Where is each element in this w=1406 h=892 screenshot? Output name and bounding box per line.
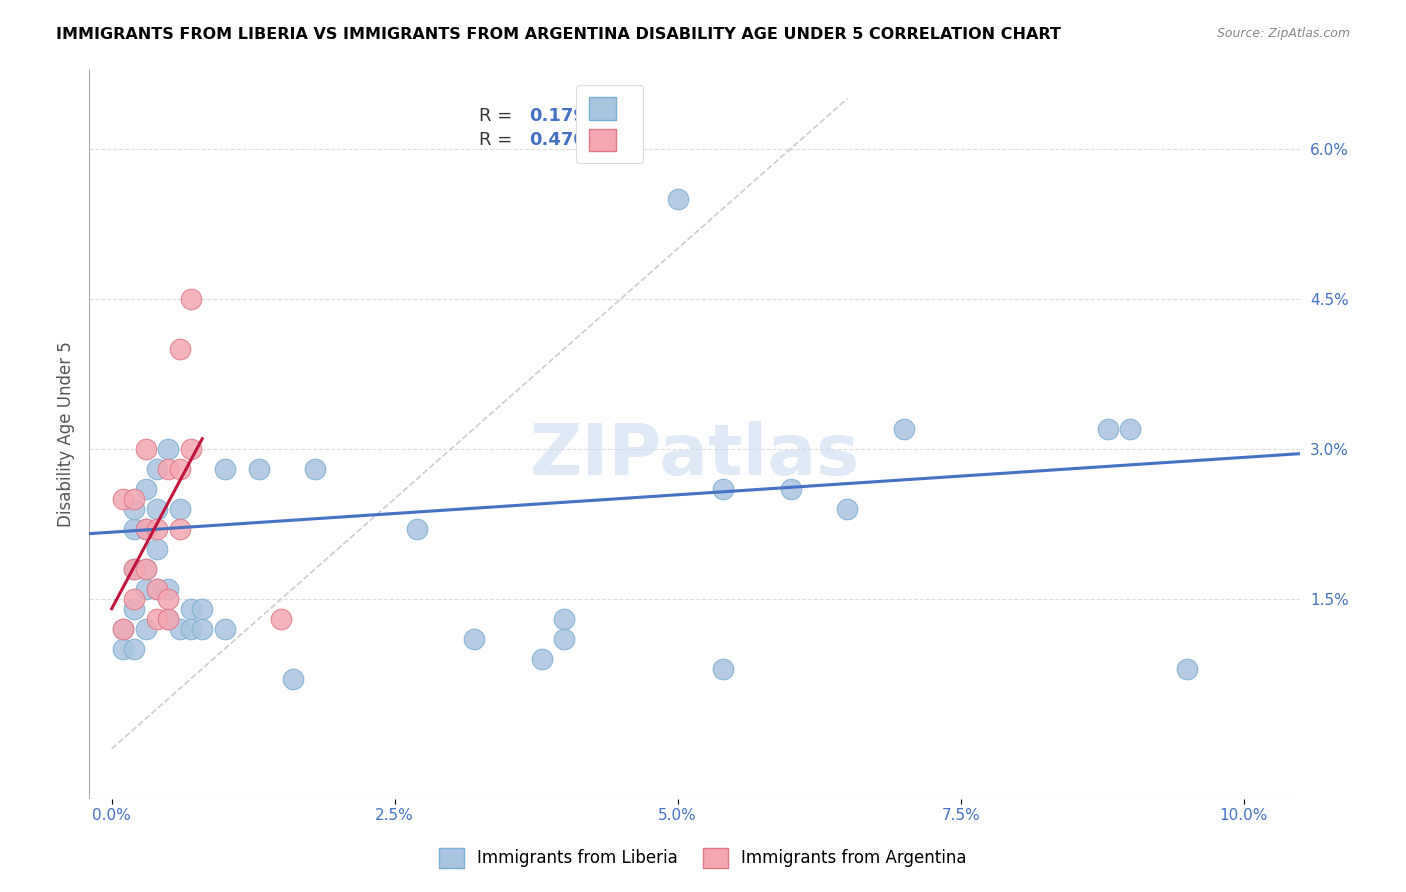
Point (124, 491, 146, 506)
Point (112, 622, 135, 636)
Legend: Immigrants from Liberia, Immigrants from Argentina: Immigrants from Liberia, Immigrants from… (433, 841, 973, 875)
Point (1097, 422, 1119, 436)
Text: N =: N = (579, 131, 631, 149)
Point (553, 632, 575, 646)
Point (124, 601, 146, 615)
Point (1175, 662, 1198, 676)
Point (135, 442, 157, 456)
Point (135, 582, 157, 596)
Point (124, 641, 146, 656)
Point (124, 591, 146, 606)
Point (135, 622, 157, 636)
Point (146, 461, 169, 475)
Text: 0.470: 0.470 (529, 131, 585, 149)
Point (893, 422, 915, 436)
Point (304, 461, 326, 475)
Point (214, 461, 236, 475)
Point (146, 582, 169, 596)
Point (169, 461, 191, 475)
Text: R =: R = (479, 131, 524, 149)
Point (169, 522, 191, 536)
Point (180, 601, 202, 615)
Point (157, 582, 180, 596)
Point (169, 342, 191, 356)
Point (112, 491, 135, 506)
Point (180, 442, 202, 456)
Text: 20: 20 (620, 131, 644, 149)
Text: IMMIGRANTS FROM LIBERIA VS IMMIGRANTS FROM ARGENTINA DISABILITY AGE UNDER 5 CORR: IMMIGRANTS FROM LIBERIA VS IMMIGRANTS FR… (56, 27, 1062, 42)
Point (135, 522, 157, 536)
Point (711, 482, 734, 496)
Text: N =: N = (579, 107, 631, 125)
Point (157, 461, 180, 475)
Point (157, 591, 180, 606)
Point (837, 501, 859, 516)
Point (157, 442, 180, 456)
Point (270, 612, 292, 626)
Point (112, 641, 135, 656)
Point (711, 662, 734, 676)
Y-axis label: Disability Age Under 5: Disability Age Under 5 (58, 341, 75, 526)
Point (135, 522, 157, 536)
Point (1119, 422, 1142, 436)
Point (779, 482, 801, 496)
Point (553, 612, 575, 626)
Legend: , : , (576, 85, 644, 163)
Point (157, 612, 180, 626)
Point (406, 522, 429, 536)
Point (146, 612, 169, 626)
Point (666, 192, 689, 206)
Point (169, 501, 191, 516)
Point (112, 622, 135, 636)
Point (146, 501, 169, 516)
Point (135, 482, 157, 496)
Point (169, 622, 191, 636)
Point (180, 292, 202, 306)
Point (146, 522, 169, 536)
Point (124, 501, 146, 516)
Text: 0.179: 0.179 (529, 107, 585, 125)
Point (214, 622, 236, 636)
Text: Source: ZipAtlas.com: Source: ZipAtlas.com (1216, 27, 1350, 40)
Text: 34: 34 (620, 107, 644, 125)
Point (463, 632, 485, 646)
Point (135, 562, 157, 576)
Point (146, 582, 169, 596)
Text: R =: R = (479, 107, 524, 125)
Point (124, 522, 146, 536)
Point (124, 562, 146, 576)
Point (180, 622, 202, 636)
Point (157, 612, 180, 626)
Point (191, 601, 214, 615)
Point (281, 672, 304, 686)
Point (146, 541, 169, 556)
Point (247, 461, 270, 475)
Point (191, 622, 214, 636)
Point (530, 651, 553, 665)
Point (124, 562, 146, 576)
Text: ZIPatlas: ZIPatlas (530, 421, 859, 490)
Point (135, 562, 157, 576)
